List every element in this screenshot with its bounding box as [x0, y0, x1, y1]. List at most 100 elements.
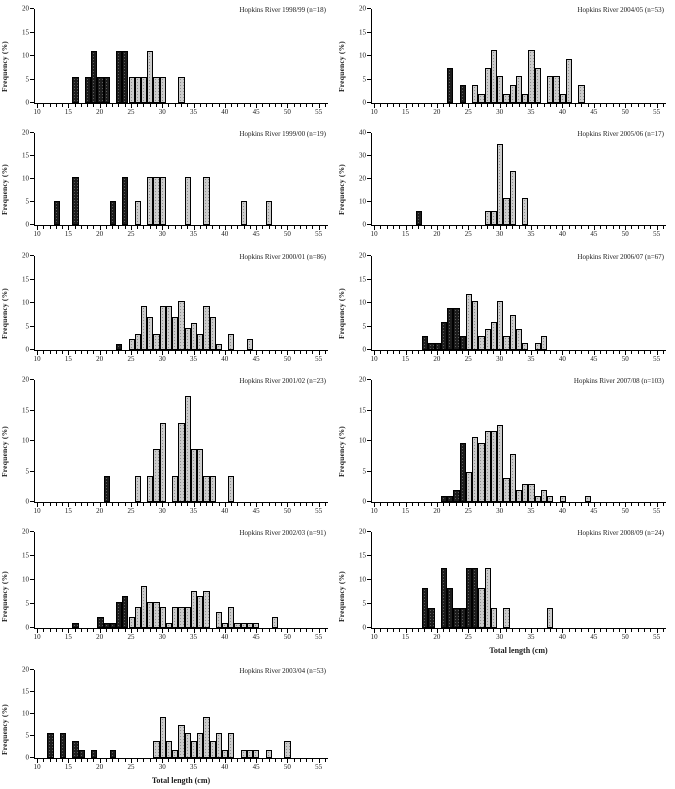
y-axis-label: Frequency (%): [0, 288, 9, 339]
bar-21cm: [440, 495, 448, 502]
x-tick: [130, 503, 132, 507]
x-tick: [262, 759, 264, 762]
bar-32cm: [172, 606, 179, 628]
y-tick: [367, 302, 371, 303]
x-tick: [318, 104, 320, 108]
x-tick: [80, 226, 82, 229]
x-tick: [556, 503, 558, 506]
x-tick: [399, 351, 401, 354]
x-tick: [181, 629, 182, 632]
y-tick: [30, 470, 34, 472]
x-tick: [430, 629, 432, 632]
bar-30cm: [159, 422, 166, 502]
y-tick: [367, 325, 371, 327]
bar-21cm: [103, 622, 110, 628]
x-tick: [600, 629, 602, 632]
x-tick: [299, 351, 301, 354]
x-tick: [137, 503, 139, 506]
x-tick-label: 25: [464, 633, 472, 641]
y-tick-label: 15: [22, 151, 29, 160]
x-tick: [274, 351, 276, 354]
x-tick: [455, 503, 457, 506]
bar-29cm: [490, 211, 498, 225]
x-tick: [80, 104, 82, 107]
bar-34cm: [184, 327, 191, 350]
x-tick-label: 20: [433, 633, 441, 641]
x-tick: [43, 351, 45, 354]
bar-26cm: [134, 76, 141, 103]
bar-40cm: [559, 495, 566, 502]
y-tick-label: 0: [362, 220, 367, 229]
x-tick: [549, 226, 551, 229]
x-tick: [193, 759, 195, 763]
y-tick-label: 10: [22, 174, 29, 183]
x-tick: [462, 629, 463, 632]
x-tick-label: 50: [283, 763, 291, 771]
x-tick: [399, 226, 401, 229]
bar-37cm: [540, 490, 548, 502]
x-tick: [306, 759, 308, 762]
y-tick: [367, 579, 371, 580]
bar-27cm: [140, 306, 148, 350]
x-tick-label: 45: [252, 230, 260, 238]
x-tick: [518, 351, 520, 354]
plot-area: Hopkins River 2006/07 (n=67) 0 5 10 15 20: [359, 252, 666, 353]
x-tick: [231, 759, 233, 762]
x-tick: [612, 104, 614, 107]
x-tick-label: 35: [190, 108, 197, 116]
y-tick-label: 15: [359, 275, 366, 283]
x-tick-label: 10: [370, 507, 378, 515]
bar-33cm: [515, 490, 523, 502]
bar-25cm: [128, 339, 135, 350]
bar-32cm: [172, 317, 179, 350]
plot-area: Hopkins River 2001/02 (n=23) 0 5 10 15 20: [22, 376, 328, 505]
bar-27cm: [140, 76, 148, 103]
x-tick: [274, 759, 276, 762]
x-tick: [43, 503, 45, 506]
x-tick: [256, 226, 258, 230]
x-tick: [600, 503, 602, 506]
y-tick: [367, 132, 371, 133]
x-tick: [181, 759, 182, 762]
x-tick: [124, 629, 126, 632]
x-tick: [587, 629, 589, 632]
bar-23cm: [453, 607, 460, 628]
x-tick-label: 40: [558, 633, 566, 641]
bar-30cm: [159, 606, 166, 628]
x-tick-label: 30: [158, 108, 166, 116]
x-tick: [199, 351, 201, 354]
x-tick-label: 35: [527, 108, 535, 116]
x-tick: [118, 503, 120, 506]
x-tick: [218, 226, 220, 229]
x-tick-label: 30: [496, 507, 504, 515]
x-tick: [562, 629, 564, 633]
x-tick-label: 55: [315, 763, 323, 771]
x-tick: [212, 629, 214, 632]
x-tick: [237, 629, 239, 632]
x-tick: [549, 503, 551, 506]
x-tick-label: 35: [190, 763, 197, 771]
x-tick: [662, 351, 664, 354]
x-tick: [474, 104, 476, 107]
x-tick-label: 35: [527, 633, 535, 641]
x-axis: 10 15 20 25 30 35 40 45 50 55: [34, 351, 328, 367]
x-tick: [93, 351, 95, 354]
x-tick-label: 40: [221, 763, 229, 771]
x-tick: [168, 104, 170, 107]
y-tick: [367, 155, 371, 156]
bar-23cm: [453, 307, 460, 350]
x-tick: [606, 104, 608, 107]
x-tick: [505, 503, 507, 506]
x-tick: [130, 351, 132, 355]
x-tick: [562, 104, 564, 108]
x-tick: [593, 351, 595, 355]
panel-title: Hopkins River 2007/08 (n=103): [573, 377, 664, 385]
bar-33cm: [515, 76, 523, 103]
x-tick: [293, 104, 295, 107]
x-tick: [436, 503, 438, 507]
x-tick-label: 55: [315, 230, 323, 238]
y-tick: [30, 155, 34, 156]
x-tick-label: 50: [621, 633, 629, 641]
x-tick: [531, 104, 533, 108]
x-tick: [118, 104, 120, 107]
